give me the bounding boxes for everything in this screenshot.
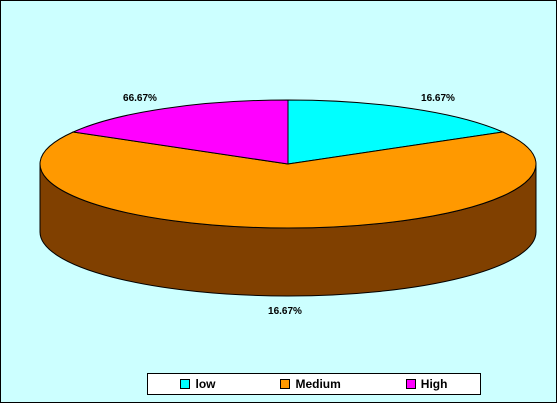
pie-slice-low [287, 99, 505, 165]
legend-item-medium: Medium [280, 377, 341, 391]
legend-swatch-high [405, 379, 416, 389]
legend-label-low: low [195, 377, 216, 391]
pie-label-low: 16.67% [421, 93, 455, 104]
pie-label-medium: 66.67% [123, 93, 157, 104]
legend-label-high: High [420, 377, 448, 391]
chart-legend: low Medium High [147, 373, 481, 395]
legend-label-medium: Medium [295, 377, 341, 391]
pie-slice-high [71, 99, 289, 165]
legend-swatch-low [180, 379, 191, 389]
legend-item-high: High [405, 377, 448, 391]
legend-item-low: low [180, 377, 215, 391]
legend-swatch-medium [280, 379, 291, 389]
pie-label-high: 16.67% [268, 306, 302, 317]
pie-slice-medium [39, 131, 537, 229]
